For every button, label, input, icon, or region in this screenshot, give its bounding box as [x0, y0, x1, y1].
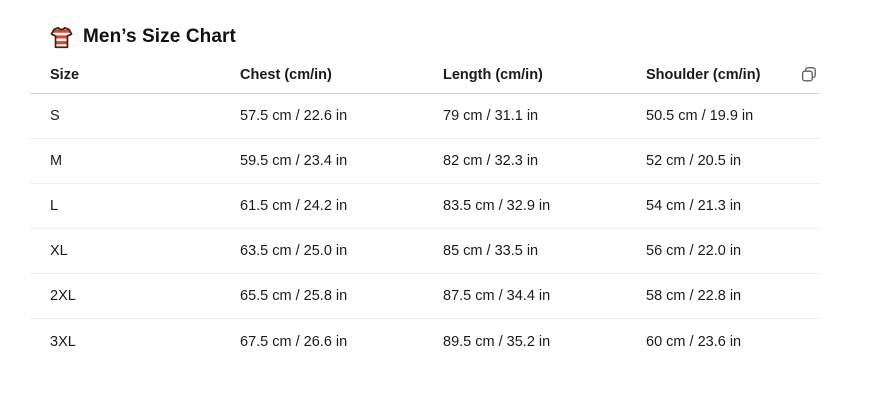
length-cell: 82 cm / 32.3 in	[443, 153, 539, 169]
page-title: Men’s Size Chart	[83, 26, 236, 47]
table-row: S 57.5 cm / 22.6 in 79 cm / 31.1 in 50.5…	[30, 94, 820, 139]
column-header-chest: Chest (cm/in)	[240, 67, 332, 83]
chest-cell: 59.5 cm / 23.4 in	[240, 153, 348, 169]
size-cell: L	[50, 198, 59, 214]
length-cell: 83.5 cm / 32.9 in	[443, 198, 551, 214]
table-header-row: Size Chest (cm/in) Length (cm/in) Should…	[30, 57, 820, 94]
size-cell: S	[50, 108, 60, 124]
size-cell: 3XL	[50, 333, 76, 350]
shoulder-cell: 58 cm / 22.8 in	[646, 288, 742, 304]
table-row: L 61.5 cm / 24.2 in 83.5 cm / 32.9 in 54…	[30, 184, 820, 229]
table-row: 2XL 65.5 cm / 25.8 in 87.5 cm / 34.4 in …	[30, 274, 820, 319]
chest-cell: 67.5 cm / 26.6 in	[240, 333, 348, 350]
chest-cell: 57.5 cm / 22.6 in	[240, 108, 348, 124]
length-cell: 85 cm / 33.5 in	[443, 243, 539, 259]
table-row: M 59.5 cm / 23.4 in 82 cm / 32.3 in 52 c…	[30, 139, 820, 184]
shoulder-cell: 60 cm / 23.6 in	[646, 333, 742, 350]
t-shirt-icon	[50, 25, 73, 50]
column-header-shoulder: Shoulder (cm/in)	[646, 67, 761, 83]
length-cell: 79 cm / 31.1 in	[443, 108, 539, 124]
size-cell: 2XL	[50, 288, 76, 304]
chest-cell: 63.5 cm / 25.0 in	[240, 243, 348, 259]
page-title-row: Men’s Size Chart	[50, 23, 876, 51]
chest-cell: 65.5 cm / 25.8 in	[240, 288, 348, 304]
chest-cell: 61.5 cm / 24.2 in	[240, 198, 348, 214]
column-header-size: Size	[50, 67, 80, 83]
length-cell: 87.5 cm / 34.4 in	[443, 288, 551, 304]
size-cell: M	[50, 153, 63, 169]
size-cell: XL	[50, 243, 68, 259]
table-row: 3XL 67.5 cm / 26.6 in 89.5 cm / 35.2 in …	[30, 319, 820, 364]
column-header-length: Length (cm/in)	[443, 67, 543, 83]
size-chart-table: Size Chest (cm/in) Length (cm/in) Should…	[30, 57, 820, 364]
table-row: XL 63.5 cm / 25.0 in 85 cm / 33.5 in 56 …	[30, 229, 820, 274]
copy-table-button[interactable]	[798, 64, 820, 86]
shoulder-cell: 50.5 cm / 19.9 in	[646, 108, 754, 124]
shoulder-cell: 52 cm / 20.5 in	[646, 153, 742, 169]
shoulder-cell: 54 cm / 21.3 in	[646, 198, 742, 214]
length-cell: 89.5 cm / 35.2 in	[443, 333, 551, 350]
size-chart-page: Men’s Size Chart Size Chest (cm/in) Leng…	[30, 23, 876, 364]
copy-icon	[801, 67, 816, 82]
shoulder-cell: 56 cm / 22.0 in	[646, 243, 742, 259]
